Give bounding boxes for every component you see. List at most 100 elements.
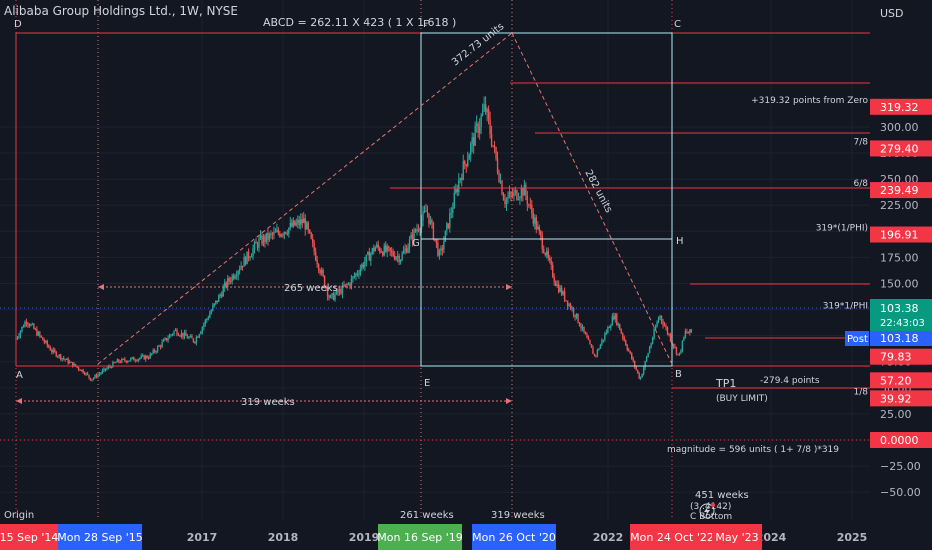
candle-body <box>219 294 221 296</box>
candle-body <box>33 324 35 329</box>
candle-body <box>191 336 193 339</box>
candle-body <box>477 123 479 133</box>
lightning-icon[interactable] <box>699 503 715 519</box>
candle-body <box>197 336 199 338</box>
candle-body <box>446 223 448 231</box>
price-tag-bg <box>870 390 932 407</box>
candle-body <box>453 192 456 209</box>
grid <box>0 0 870 520</box>
candle-body <box>206 318 208 321</box>
candle-body <box>198 334 201 338</box>
candle-body <box>426 211 429 214</box>
candle-body <box>131 357 133 359</box>
candle-body <box>686 331 688 333</box>
candle-body <box>681 340 684 351</box>
candle-body <box>347 283 350 285</box>
date-label-bg <box>58 524 142 550</box>
candle-body <box>300 219 302 226</box>
candle-body <box>252 248 254 256</box>
candle-body <box>635 366 637 370</box>
point-e: E <box>424 378 430 389</box>
candle-body <box>639 377 642 379</box>
candle-body <box>429 219 432 224</box>
candle-body <box>611 316 614 326</box>
candle-body <box>210 310 212 314</box>
candle-body <box>110 366 113 368</box>
date-label-bg <box>378 524 462 550</box>
y-tick-label: 175.00 <box>880 251 919 264</box>
candle-body <box>77 367 80 370</box>
candle-body <box>434 239 436 241</box>
candle-body <box>28 324 31 326</box>
level-note: +319.32 points from Zero <box>751 96 868 106</box>
candle-body <box>508 192 511 197</box>
point-a: A <box>16 370 23 381</box>
candle-body <box>468 154 470 160</box>
price-tag-label: 57.20 <box>880 374 912 387</box>
candle-body <box>57 356 59 358</box>
candle-body <box>368 252 371 261</box>
candle-body <box>27 323 29 325</box>
candle-body <box>402 251 405 254</box>
candle-body <box>560 287 563 295</box>
candle-body <box>319 270 321 274</box>
candle-body <box>458 179 460 193</box>
candle-body <box>173 330 175 335</box>
candle-body <box>67 358 69 364</box>
candle-body <box>648 347 651 354</box>
candle-body <box>235 275 238 277</box>
candle-body <box>136 360 138 362</box>
candle-body <box>34 328 37 330</box>
candle-body <box>218 295 220 302</box>
candle-body <box>331 293 333 296</box>
candle-body <box>68 361 71 364</box>
date-label-bg <box>712 524 762 550</box>
candle-body <box>249 257 251 259</box>
candle-body <box>234 276 236 279</box>
candle-body <box>295 222 297 226</box>
candle-body <box>364 261 366 268</box>
candle-body <box>623 337 625 341</box>
candle-body <box>464 161 466 165</box>
candle-body <box>471 137 473 144</box>
candle-body <box>472 137 475 146</box>
candle-body <box>496 158 499 173</box>
y-tick-label: 150.00 <box>880 277 919 290</box>
candle-body <box>563 291 566 301</box>
level-note: 1/8 <box>854 387 869 397</box>
price-tag-bg <box>870 372 932 389</box>
level-notes: +319.32 points from Zero 7/8 6/8 319*(1/PHI… <box>751 96 868 398</box>
candle-body <box>313 242 315 252</box>
candle-body <box>297 220 299 223</box>
candle-body <box>213 303 215 306</box>
candle-body <box>523 184 526 196</box>
diagonal-down <box>511 32 673 365</box>
candle-body <box>687 332 690 334</box>
candle-body <box>669 334 672 342</box>
candle-body <box>486 109 488 113</box>
candle-body <box>389 247 391 252</box>
date-label-bg <box>0 524 58 550</box>
candle-body <box>343 285 345 287</box>
candle-body <box>116 359 119 363</box>
candle-body <box>410 234 412 240</box>
candle-body <box>632 358 634 361</box>
candle-body <box>320 269 323 274</box>
candle-body <box>593 353 596 356</box>
candle-body <box>174 329 177 331</box>
time-axis[interactable]: 2017 2018 2019 2022 2024 2025 <box>187 531 868 544</box>
candle-body <box>355 273 357 277</box>
candle-body <box>308 229 311 233</box>
candle-body <box>311 238 314 243</box>
candle-body <box>317 264 320 271</box>
candle-body <box>371 248 374 254</box>
y-tick-label: −50.00 <box>880 486 921 499</box>
minus-points-label: -279.4 points <box>760 376 820 386</box>
candle-body <box>70 361 72 363</box>
weeks-319-label: 319 weeks <box>241 397 295 408</box>
candle-body <box>531 204 533 214</box>
candle-body <box>662 320 664 326</box>
candle-body <box>388 246 390 248</box>
candle-body <box>455 189 457 193</box>
